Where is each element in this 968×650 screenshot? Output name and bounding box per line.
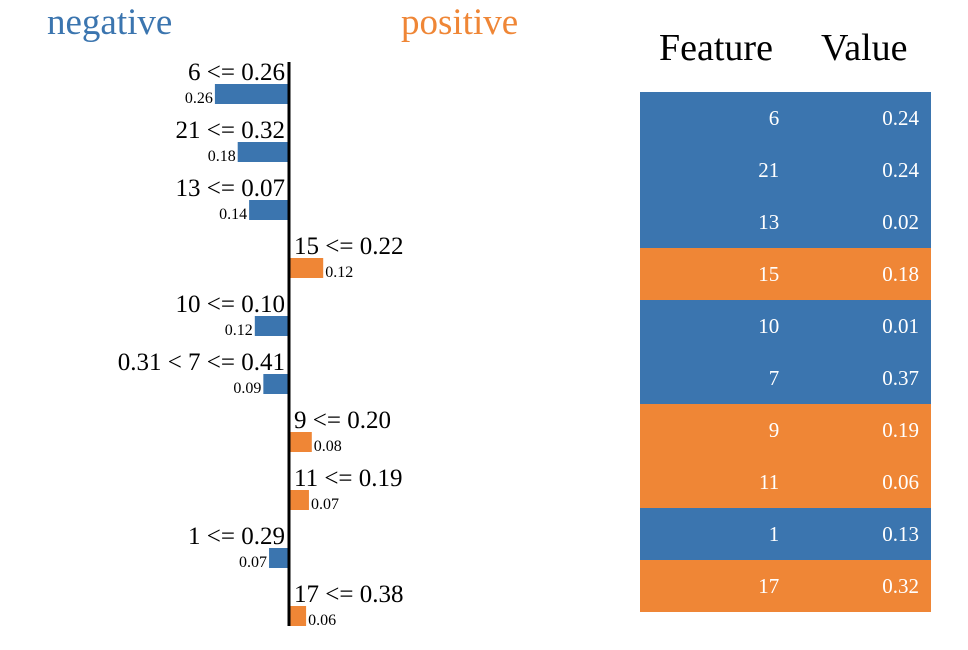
- table-cell-value: 0.02: [882, 209, 919, 234]
- bars-group: 6 <= 0.26 0.26 21 <= 0.32 0.18 13 <= 0.07 0.1…: [118, 59, 404, 629]
- table-cell-feature: 7: [768, 365, 780, 390]
- table-row: 17 0.32: [640, 560, 931, 612]
- table-cell-feature: 10: [758, 313, 780, 338]
- bar: [289, 490, 309, 510]
- table-row: 11 0.06: [640, 456, 931, 508]
- table-header-value: Value: [821, 27, 908, 69]
- table-row: 7 0.37: [640, 352, 931, 404]
- bar-value-label: 0.06: [308, 612, 336, 629]
- table-row: 6 0.24: [640, 92, 931, 144]
- table-cell-value: 0.18: [882, 261, 919, 286]
- bar-category-label: 15 <= 0.22: [294, 233, 403, 260]
- table-cell-feature: 11: [759, 469, 780, 494]
- bar-category-label: 9 <= 0.20: [294, 407, 391, 434]
- bar: [289, 606, 307, 626]
- feature-contribution-chart: negative positive 6 <= 0.26 0.26 21 <= 0.3…: [47, 2, 518, 629]
- table-cell-value: 0.24: [882, 105, 919, 130]
- table-cell-feature: 15: [758, 261, 780, 286]
- bar: [249, 200, 289, 220]
- table-row: 21 0.24: [640, 144, 931, 196]
- bar-category-label: 13 <= 0.07: [176, 175, 285, 202]
- table-row: 15 0.18: [640, 248, 931, 300]
- bar-category-label: 6 <= 0.26: [188, 59, 285, 86]
- table-header-feature: Feature: [659, 27, 773, 69]
- table-row: 9 0.19: [640, 404, 931, 456]
- table-cell-feature: 13: [758, 209, 780, 234]
- bar-category-label: 21 <= 0.32: [176, 117, 285, 144]
- bar: [214, 84, 289, 104]
- table-cell-value: 0.19: [882, 417, 919, 442]
- table-row: 1 0.13: [640, 508, 931, 560]
- table-cell-value: 0.37: [882, 365, 919, 390]
- bar: [289, 432, 312, 452]
- feature-value-table: 6 0.24 21 0.24 13 0.02 15 0.18 10 0.01 7 0.37 9 0.19 1…: [640, 92, 931, 612]
- table-cell-feature: 21: [758, 157, 780, 182]
- table-cell-feature: 9: [768, 417, 780, 442]
- table-cell-value: 0.24: [882, 157, 919, 182]
- bar-value-label: 0.07: [239, 554, 267, 571]
- table-cell-value: 0.32: [882, 573, 919, 598]
- bar-value-label: 0.12: [225, 322, 253, 339]
- bar-value-label: 0.09: [233, 380, 261, 397]
- table-cell-feature: 1: [768, 521, 780, 546]
- table-cell-value: 0.13: [882, 521, 919, 546]
- bar-value-label: 0.12: [325, 264, 353, 281]
- bar-value-label: 0.07: [311, 496, 339, 513]
- bar-category-label: 0.31 < 7 <= 0.41: [118, 349, 285, 376]
- bar-category-label: 1 <= 0.29: [188, 523, 285, 550]
- bar: [269, 548, 289, 568]
- bar: [289, 258, 324, 278]
- bar-value-label: 0.26: [185, 90, 213, 107]
- table-cell-value: 0.06: [882, 469, 919, 494]
- bar: [263, 374, 289, 394]
- table-cell-feature: 17: [758, 573, 780, 598]
- table-row: 13 0.02: [640, 196, 931, 248]
- table-cell-value: 0.01: [882, 313, 919, 338]
- bar-category-label: 11 <= 0.19: [294, 465, 403, 492]
- legend-negative: negative: [47, 2, 172, 43]
- bar-value-label: 0.14: [219, 206, 247, 223]
- bar-value-label: 0.08: [314, 438, 342, 455]
- bar-category-label: 17 <= 0.38: [294, 581, 403, 608]
- table-cell-feature: 6: [768, 105, 780, 130]
- legend-positive: positive: [401, 2, 518, 43]
- bar: [254, 316, 289, 336]
- bar-category-label: 10 <= 0.10: [176, 291, 285, 318]
- bar: [237, 142, 289, 162]
- bar-value-label: 0.18: [208, 148, 236, 165]
- table-row: 10 0.01: [640, 300, 931, 352]
